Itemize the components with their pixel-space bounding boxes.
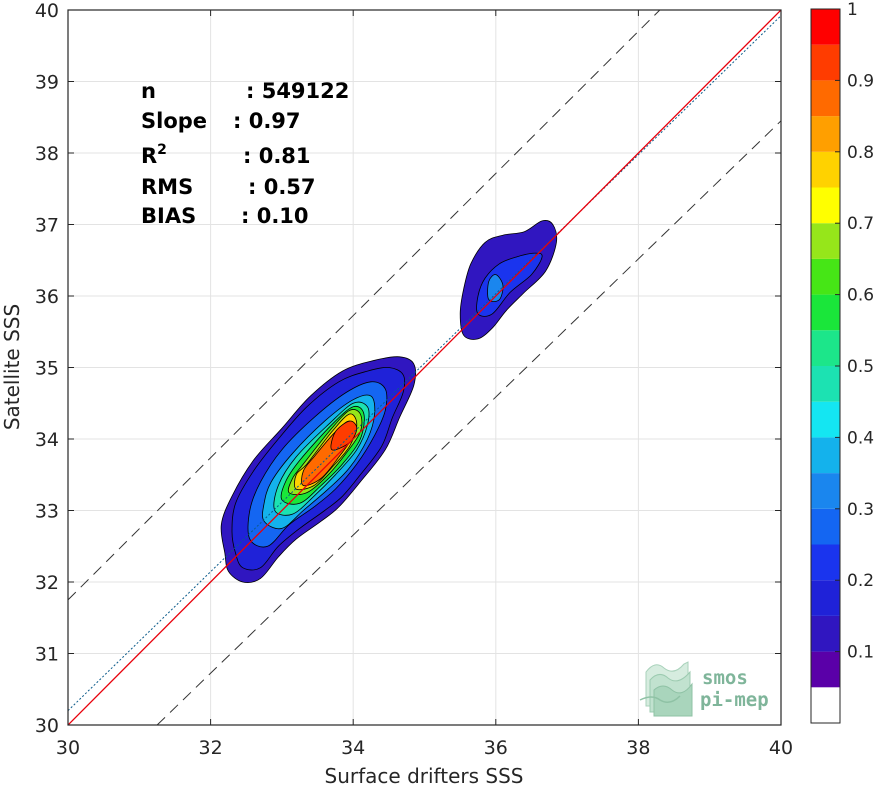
x-tick-label: 36	[484, 737, 508, 759]
stat-value: : 0.57	[248, 175, 316, 199]
colorbar-segment	[811, 615, 840, 652]
lower-bound-dashed-line	[156, 120, 781, 725]
colorbar-segment	[811, 44, 840, 81]
contour-secondary-level-0.25	[487, 274, 504, 303]
colorbar-segment	[811, 187, 840, 224]
colorbar-tick-label: 0.8	[847, 143, 874, 163]
y-tick-label: 36	[35, 286, 59, 308]
colorbar-segment	[811, 330, 840, 366]
colorbar-segment	[811, 80, 840, 117]
colorbar-tick-label: 0.7	[847, 214, 874, 234]
colorbar-segment	[811, 401, 840, 438]
stat-label: RMS	[141, 175, 193, 199]
colorbar-segment	[811, 151, 840, 188]
colorbar-segment	[811, 544, 840, 581]
colorbar-tick-label: 0.4	[847, 428, 874, 448]
identity-line	[68, 10, 781, 725]
stat-label: BIAS	[141, 204, 196, 228]
stat-value: : 549122	[246, 79, 349, 103]
y-tick-label: 40	[35, 0, 59, 22]
y-ticks: 30 31 32 33 34 35 36 37 38 39 40	[35, 0, 781, 737]
colorbar-segment	[811, 473, 840, 509]
x-tick-label: 40	[769, 737, 793, 759]
colorbar-segment	[811, 651, 840, 688]
y-tick-label: 32	[35, 572, 59, 594]
y-tick-label: 31	[35, 644, 59, 666]
colorbar-segment	[811, 508, 840, 545]
colorbar-segment	[811, 687, 840, 723]
x-tick-label: 30	[56, 737, 80, 759]
x-ticks: 30 32 34 36 38 40	[56, 10, 793, 759]
colorbar: 0.1 0.2 0.3 0.4 0.5 0.6 0.7 0.8 0.9 1	[810, 0, 874, 724]
colorbar-tick-label: 0.9	[847, 71, 874, 91]
colorbar-segment	[811, 366, 840, 402]
colorbar-tick-label: 0.2	[847, 571, 874, 591]
y-tick-label: 38	[35, 143, 59, 165]
stat-label: n	[141, 79, 156, 103]
upper-bound-dashed-line	[68, 10, 661, 601]
x-tick-label: 34	[341, 737, 365, 759]
colorbar-tick-label: 0.5	[847, 357, 874, 377]
stat-value: : 0.10	[241, 204, 309, 228]
colorbar-tick-label: 0.1	[847, 643, 874, 663]
reference-lines	[68, 10, 781, 725]
logo-text-pi-mep: pi-mep	[700, 689, 769, 711]
x-axis-label: Surface drifters SSS	[325, 764, 524, 788]
colorbar-segment	[811, 223, 840, 259]
colorbar-segment	[811, 580, 840, 616]
colorbar-segment	[811, 437, 840, 474]
y-tick-label: 39	[35, 72, 59, 94]
colorbar-tick-label: 0.6	[847, 286, 874, 306]
smos-pi-mep-logo: smos pi-mep	[639, 661, 769, 717]
colorbar-segment	[811, 9, 840, 45]
colorbar-segment	[811, 294, 840, 331]
regression-line	[68, 15, 781, 712]
logo-text-smos: smos	[702, 667, 748, 689]
colorbar-segment	[811, 116, 840, 152]
y-tick-label: 34	[35, 429, 59, 451]
colorbar-tick-label: 0.3	[847, 500, 874, 520]
y-tick-label: 35	[35, 358, 59, 380]
stat-value: : 0.81	[243, 144, 311, 168]
y-tick-label: 30	[35, 715, 59, 737]
colorbar-tick-label: 1	[847, 0, 858, 20]
stat-superscript: 2	[157, 142, 167, 158]
y-tick-label: 33	[35, 501, 59, 523]
stat-value: : 0.97	[233, 109, 301, 133]
y-axis-label: Satellite SSS	[0, 304, 24, 430]
y-tick-label: 37	[35, 215, 59, 237]
logo-wave-icon	[639, 661, 693, 717]
x-tick-label: 32	[199, 737, 223, 759]
contour-fills	[220, 220, 558, 583]
x-tick-label: 38	[626, 737, 650, 759]
stat-label: Slope	[141, 109, 207, 133]
colorbar-segment	[811, 258, 840, 295]
